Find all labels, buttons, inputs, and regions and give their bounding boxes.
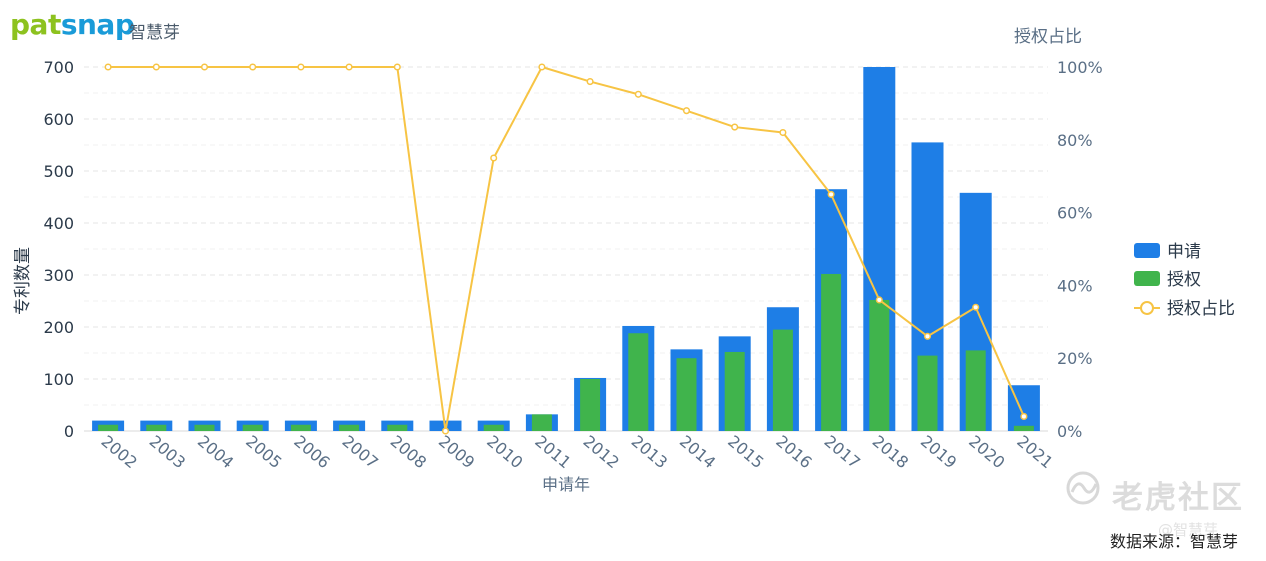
logo-word-start: pat: [10, 8, 61, 41]
ratio-point-2005: [249, 63, 257, 71]
ratio-point-2003: [152, 63, 160, 71]
y-tick-label: 700: [43, 58, 74, 77]
bar-grant-2015: [724, 351, 745, 431]
y-axis-title: 专利数量: [13, 247, 33, 315]
y2-tick-label: 0%: [1057, 422, 1082, 441]
x-tick-label: 2019: [917, 432, 960, 473]
logo-word-end: snap: [60, 8, 135, 41]
x-tick-label: 2002: [98, 432, 141, 473]
x-tick-label: 2008: [387, 432, 430, 473]
bar-grant-2007: [339, 424, 360, 431]
x-tick-label: 2003: [146, 432, 189, 473]
ratio-point-2016: [779, 128, 787, 137]
x-tick-label: 2010: [483, 432, 526, 473]
bar-grant-2018: [869, 299, 890, 431]
y-tick-label: 300: [43, 266, 74, 285]
x-tick-label: 2011: [531, 432, 574, 473]
ratio-point-2014: [682, 107, 691, 115]
data-source-text: 数据来源：智慧芽: [1110, 532, 1239, 551]
watermark-wave-icon: [1070, 482, 1098, 494]
y2-tick-label: 60%: [1057, 204, 1093, 223]
bar-grant-2011: [531, 414, 552, 431]
ratio-point-2007: [345, 63, 353, 71]
bar-grant-2004: [194, 424, 215, 431]
legend-label-grant: 授权: [1167, 270, 1201, 290]
ratio-point-2021: [1020, 412, 1028, 420]
bar-grant-2010: [483, 424, 504, 431]
bar-grant-2019: [917, 355, 938, 431]
x-tick-label: 2015: [724, 432, 767, 473]
ratio-point-2009: [441, 427, 450, 435]
y2-axis-title: 授权占比: [1014, 27, 1082, 47]
bar-grant-2021: [1013, 425, 1034, 431]
y2-tick-label: 100%: [1057, 58, 1103, 77]
legend-label-ratio: 授权占比: [1167, 299, 1235, 319]
ratio-point-2006: [297, 63, 305, 71]
y-tick-label: 500: [43, 162, 74, 181]
ratio-point-2012: [586, 78, 594, 86]
x-tick-label: 2006: [290, 432, 333, 473]
y-tick-label: 400: [43, 214, 74, 233]
y-tick-label: 600: [43, 110, 74, 129]
legend-swatch-ratio-marker: [1140, 301, 1154, 315]
x-axis-title: 申请年: [542, 475, 590, 494]
x-tick-label: 2014: [676, 432, 719, 473]
ratio-point-2017: [827, 190, 835, 198]
ratio-point-2004: [200, 63, 209, 71]
watermark-sub: @智慧芽: [1158, 521, 1219, 539]
bar-grant-2020: [965, 350, 986, 431]
x-tick-label: 2017: [821, 432, 864, 473]
x-tick-label: 2007: [339, 432, 382, 473]
x-tick-label: 2013: [628, 432, 671, 473]
y-tick-label: 100: [43, 370, 74, 389]
legend-label-apply: 申请: [1167, 242, 1201, 262]
x-tick-label: 2009: [435, 432, 478, 473]
y-tick-label: 200: [43, 318, 74, 337]
watermark-brand: 老虎社区: [1112, 480, 1244, 516]
bar-grant-2014: [676, 358, 697, 431]
bar-grant-2008: [387, 424, 408, 431]
bar-grant-2012: [580, 379, 601, 431]
bar-grant-2017: [821, 273, 842, 431]
ratio-point-2011: [538, 63, 546, 71]
legend-swatch-apply: [1134, 243, 1160, 258]
bar-grant-2006: [290, 424, 311, 431]
y2-tick-label: 80%: [1057, 131, 1093, 150]
ratio-point-2015: [731, 123, 739, 131]
bar-grant-2003: [146, 424, 167, 431]
ratio-point-2019: [923, 332, 932, 340]
logo-chinese-text: 智慧芽: [129, 23, 180, 43]
x-tick-label: 2005: [242, 432, 285, 473]
ratio-point-2020: [972, 303, 980, 311]
legend-swatch-grant: [1134, 271, 1160, 286]
x-tick-label: 2021: [1013, 432, 1056, 473]
x-tick-label: 2016: [772, 432, 815, 473]
x-tick-label: 2004: [194, 432, 237, 473]
y2-tick-label: 20%: [1057, 349, 1093, 368]
patsnap-logo: patsnap: [10, 8, 135, 41]
ratio-point-2008: [393, 63, 401, 71]
x-tick-label: 2020: [965, 432, 1008, 473]
x-tick-label: 2018: [869, 432, 912, 473]
ratio-point-2018: [875, 296, 883, 304]
y-tick-label: 0: [64, 422, 74, 441]
bar-grant-2013: [628, 333, 649, 431]
bar-grant-2016: [772, 329, 793, 431]
bar-grant-2002: [98, 424, 119, 431]
ratio-point-2013: [634, 90, 642, 98]
ratio-point-2010: [490, 154, 498, 162]
x-tick-label: 2012: [580, 432, 623, 473]
watermark-logo-icon: [1066, 471, 1100, 505]
bar-grant-2005: [242, 424, 263, 431]
ratio-line: [108, 66, 1025, 432]
ratio-point-2002: [104, 63, 112, 71]
y2-tick-label: 40%: [1057, 276, 1093, 295]
